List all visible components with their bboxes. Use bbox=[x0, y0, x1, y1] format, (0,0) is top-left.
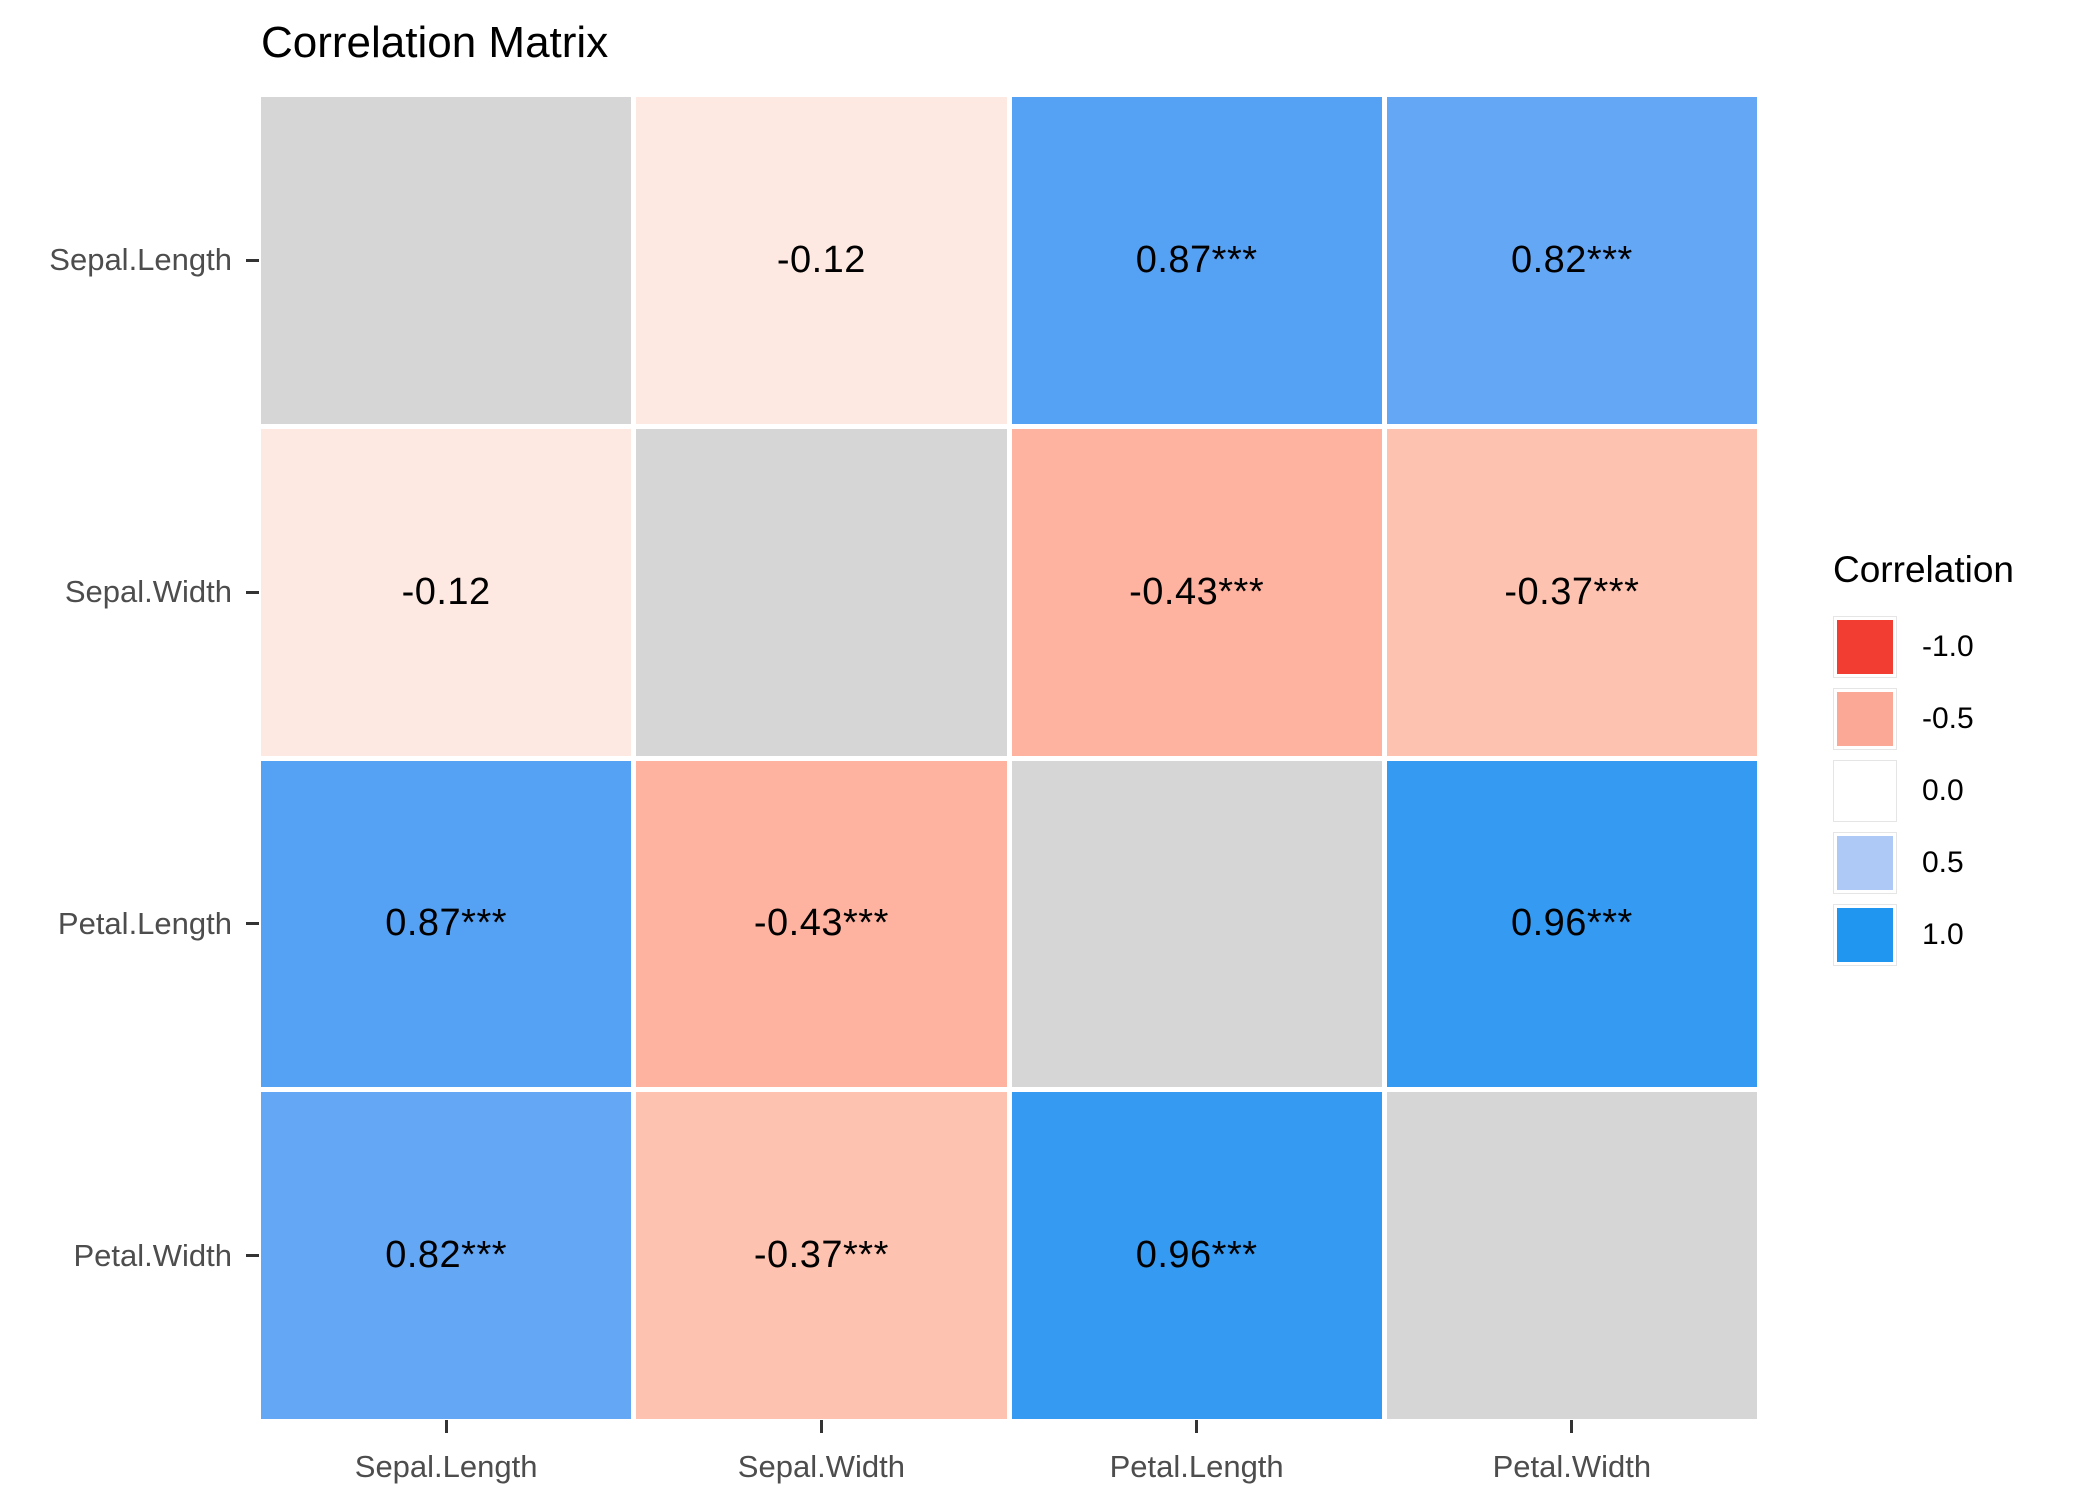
legend-key-swatch bbox=[1837, 620, 1893, 674]
correlation-cell: 0.82*** bbox=[1386, 97, 1757, 424]
legend-key-swatch bbox=[1837, 764, 1893, 818]
legend-label: 1.0 bbox=[1922, 918, 1964, 951]
legend-label: 0.0 bbox=[1922, 774, 1964, 807]
legend-label: 0.5 bbox=[1922, 846, 1964, 879]
legend-key bbox=[1833, 688, 1897, 750]
x-axis-tick bbox=[444, 1420, 448, 1433]
correlation-cell: -0.43*** bbox=[1011, 428, 1382, 756]
correlation-cell: -0.43*** bbox=[636, 760, 1007, 1088]
legend-key-swatch bbox=[1837, 692, 1893, 746]
legend-label: -0.5 bbox=[1922, 702, 1974, 735]
legend-label: -1.0 bbox=[1922, 630, 1974, 663]
plot-title: Correlation Matrix bbox=[261, 18, 609, 67]
legend-key bbox=[1833, 760, 1897, 822]
diagonal-cell bbox=[1011, 760, 1382, 1088]
x-axis-label: Petal.Width bbox=[1492, 1449, 1652, 1484]
legend-key-swatch bbox=[1837, 908, 1893, 962]
correlation-cell: -0.12 bbox=[261, 428, 632, 756]
x-axis-tick bbox=[819, 1420, 823, 1433]
correlation-cell: 0.96*** bbox=[1011, 1092, 1382, 1419]
y-axis-label: Petal.Width bbox=[73, 1237, 232, 1273]
correlation-cell: 0.96*** bbox=[1386, 760, 1757, 1088]
legend-key bbox=[1833, 904, 1897, 966]
correlation-cell: 0.82*** bbox=[261, 1092, 632, 1419]
legend-key-swatch bbox=[1837, 836, 1893, 890]
diagonal-cell bbox=[636, 428, 1007, 756]
correlation-cell: 0.87*** bbox=[261, 760, 632, 1088]
x-axis-tick bbox=[1195, 1420, 1199, 1433]
diagonal-cell bbox=[1386, 1092, 1757, 1419]
y-axis-label: Sepal.Width bbox=[64, 574, 232, 610]
y-axis-label: Petal.Length bbox=[57, 905, 232, 941]
heatmap-panel: -0.12 0.87*** 0.82*** -0.12 -0.43*** -0.37***… bbox=[261, 97, 1757, 1419]
x-axis-tick bbox=[1570, 1420, 1574, 1433]
y-axis-tick bbox=[246, 590, 259, 594]
legend-key bbox=[1833, 616, 1897, 678]
x-axis-label: Sepal.Width bbox=[737, 1449, 905, 1484]
correlation-cell: -0.12 bbox=[636, 97, 1007, 424]
y-axis-tick bbox=[246, 922, 259, 926]
diagonal-cell bbox=[261, 97, 632, 424]
y-axis-tick bbox=[246, 258, 259, 262]
y-axis-tick bbox=[246, 1254, 259, 1258]
legend-key bbox=[1833, 832, 1897, 894]
correlation-cell: -0.37*** bbox=[1386, 428, 1757, 756]
y-axis-label: Sepal.Length bbox=[49, 242, 232, 278]
x-axis-label: Sepal.Length bbox=[354, 1449, 538, 1484]
correlation-cell: -0.37*** bbox=[636, 1092, 1007, 1419]
legend-title: Correlation bbox=[1833, 549, 2014, 590]
correlation-cell: 0.87*** bbox=[1011, 97, 1382, 424]
x-axis-label: Petal.Length bbox=[1109, 1449, 1284, 1484]
